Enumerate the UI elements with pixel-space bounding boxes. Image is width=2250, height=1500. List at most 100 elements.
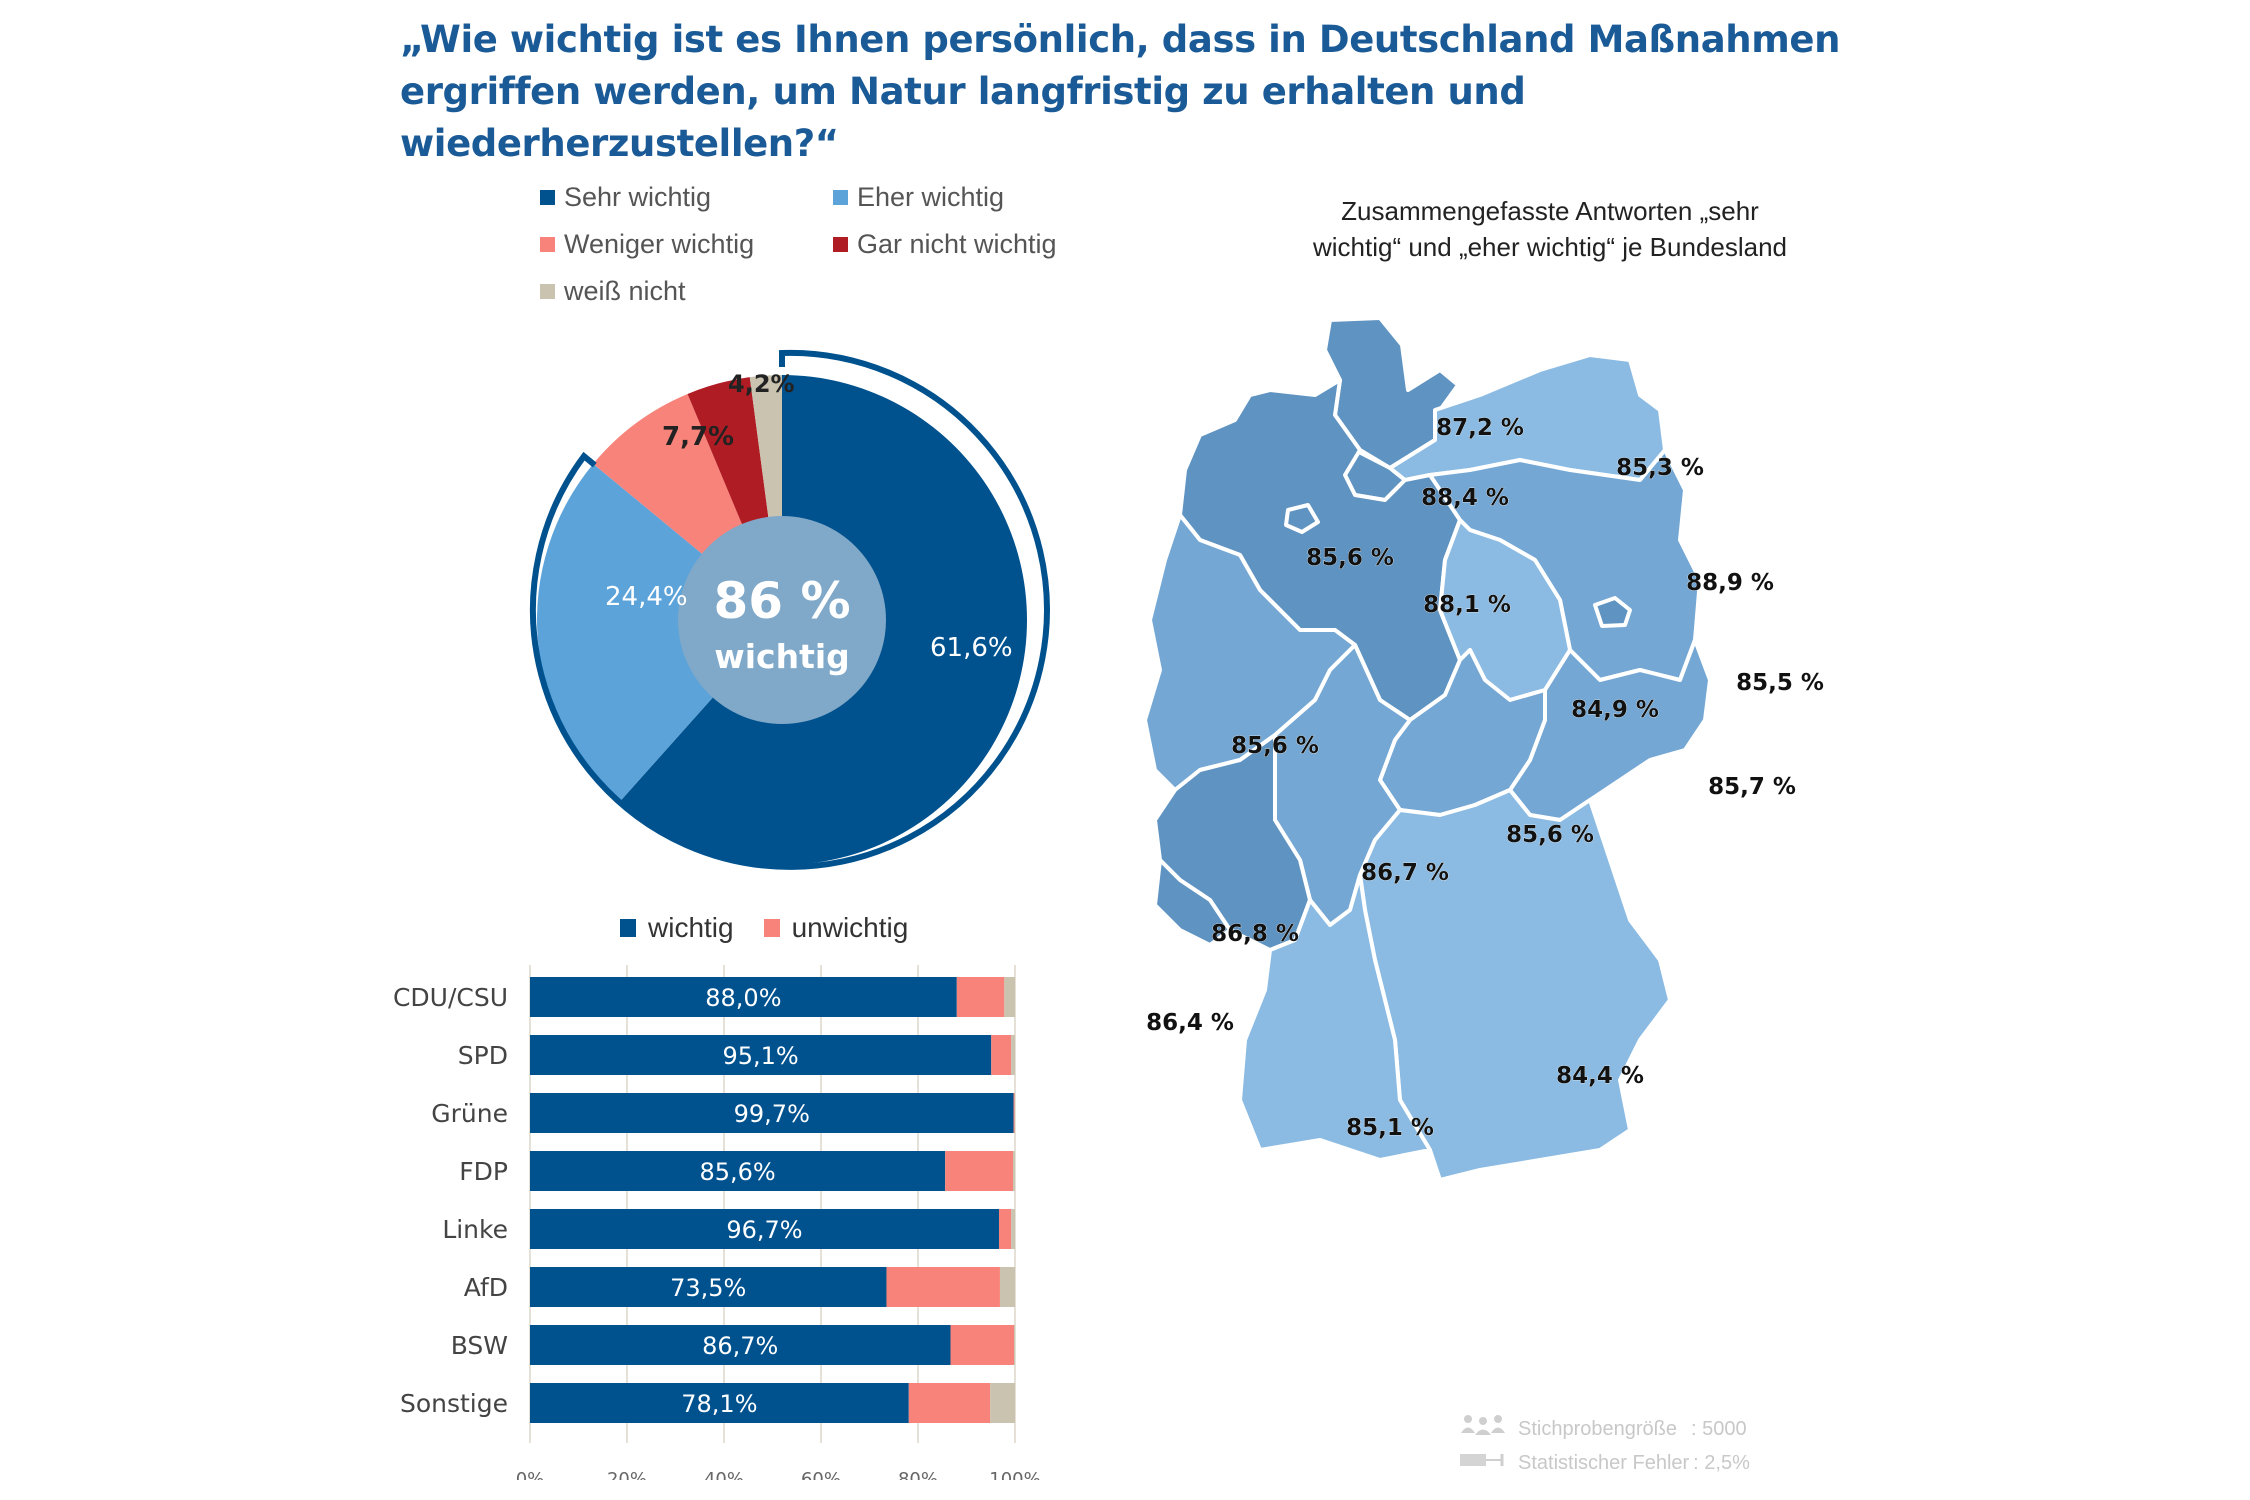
bar-legend: wichtig unwichtig xyxy=(620,912,908,944)
map-value-label: 87,2 % xyxy=(1436,415,1524,441)
legend-item-gar-nicht-wichtig: Gar nicht wichtig xyxy=(833,229,1057,260)
bar-segment-unwichtig xyxy=(950,1325,1015,1365)
x-tick-label: 60% xyxy=(801,1469,841,1480)
bar-segment-wei-nicht xyxy=(999,1267,1015,1307)
bar-value-label: 96,7% xyxy=(726,1216,802,1244)
bar-segment-unwichtig xyxy=(1013,1093,1015,1133)
bar-row: Linke 96,7% xyxy=(442,1209,1015,1249)
map-region-saarland xyxy=(1153,858,1232,947)
bar-segment-wichtig xyxy=(530,1151,946,1191)
footnote: Stichprobengröße : 5000 Statistischer Fe… xyxy=(1460,1412,1750,1480)
error-label: Statistischer Fehler xyxy=(1518,1452,1690,1474)
bar-value-label: 86,7% xyxy=(702,1332,778,1360)
bar-row: CDU/CSU 88,0% xyxy=(393,977,1015,1017)
legend-item-sehr-wichtig: Sehr wichtig xyxy=(540,182,711,213)
bar-segment-wei-nicht xyxy=(1014,1325,1015,1365)
bar-segment-wei-nicht xyxy=(990,1383,1015,1423)
bar-segment-wei-nicht xyxy=(1011,1209,1015,1249)
pie-label: 4,2% xyxy=(728,370,795,398)
bar-segment-wichtig xyxy=(530,1383,909,1423)
germany-map: 87,2 % 88,4 % 85,3 % 85,6 % 88,1 % 88,9 % 85,5… xyxy=(1143,316,1824,1182)
map-value-label: 85,7 % xyxy=(1708,774,1796,800)
legend-label: Eher wichtig xyxy=(857,182,1005,212)
legend-label: Sehr wichtig xyxy=(564,182,712,212)
map-value-label: 86,7 % xyxy=(1361,860,1449,886)
legend-label: weiß nicht xyxy=(564,276,686,306)
pie-label: 7,7% xyxy=(662,422,734,452)
bar-row: Sonstige 78,1% xyxy=(400,1383,1015,1423)
bar-segment-wichtig xyxy=(530,1035,992,1075)
x-tick-label: 20% xyxy=(607,1469,647,1480)
legend-label: Gar nicht wichtig xyxy=(857,229,1057,259)
map-value-label: 84,4 % xyxy=(1556,1063,1644,1089)
bar-row: SPD 95,1% xyxy=(458,1035,1015,1075)
legend-swatch xyxy=(620,919,636,937)
party-bar-chart: CDU/CSU 88,0% SPD 95,1% Grüne 99,7% FDP 85,6% Li… xyxy=(393,965,1041,1480)
map-title: Zusammengefasste Antworten „sehr wichtig… xyxy=(1250,193,1850,265)
legend-label: wichtig xyxy=(648,912,734,943)
bar-category-label: BSW xyxy=(451,1331,508,1360)
sample-size-label: Stichprobengröße xyxy=(1518,1418,1677,1440)
bar-row: FDP 85,6% xyxy=(459,1151,1015,1191)
map-title-line-2: wichtig“ und „eher wichtig“ je Bundeslan… xyxy=(1312,232,1788,262)
map-value-label: 88,4 % xyxy=(1421,485,1509,511)
pie-chart: 86 % wichtig 61,6% 24,4% 7,7% 4,2% xyxy=(530,349,1050,870)
legend-swatch xyxy=(833,237,848,252)
bar-segment-wei-nicht xyxy=(1011,1035,1015,1075)
bar-row: Grüne 99,7% xyxy=(431,1093,1015,1133)
bar-segment-wichtig xyxy=(530,1325,951,1365)
bar-segment-unwichtig xyxy=(945,1151,1014,1191)
legend-swatch xyxy=(540,190,555,205)
people-icon xyxy=(1460,1412,1506,1446)
map-value-label: 85,6 % xyxy=(1306,545,1394,571)
bar-value-label: 78,1% xyxy=(681,1390,757,1418)
map-region-berlin xyxy=(1593,596,1632,628)
bar-category-label: FDP xyxy=(459,1157,508,1186)
legend-swatch xyxy=(540,284,555,299)
bar-value-label: 88,0% xyxy=(705,984,781,1012)
bar-segment-wichtig xyxy=(530,1209,999,1249)
sample-size-row: Stichprobengröße : 5000 xyxy=(1460,1412,1750,1446)
legend-swatch xyxy=(540,237,555,252)
bar-row: AfD 73,5% xyxy=(464,1267,1015,1307)
map-value-label: 85,5 % xyxy=(1736,670,1824,696)
x-tick-label: 40% xyxy=(704,1469,744,1480)
bar-value-label: 73,5% xyxy=(670,1274,746,1302)
bar-value-label: 95,1% xyxy=(722,1042,798,1070)
bar-row: BSW 86,7% xyxy=(451,1325,1015,1365)
bar-category-label: AfD xyxy=(464,1273,508,1302)
pie-center-value: 86 % xyxy=(713,572,850,630)
bar-category-label: CDU/CSU xyxy=(393,983,508,1012)
bar-legend-item-unwichtig: unwichtig xyxy=(763,912,908,944)
bar-value-label: 85,6% xyxy=(699,1158,775,1186)
pie-center-circle xyxy=(678,516,886,724)
bar-legend-item-wichtig: wichtig xyxy=(620,912,734,944)
bar-segment-unwichtig xyxy=(991,1035,1012,1075)
bar-category-label: SPD xyxy=(458,1041,508,1070)
map-value-label: 85,6 % xyxy=(1231,733,1319,759)
bar-segment-wei-nicht xyxy=(1013,1151,1015,1191)
bar-category-label: Grüne xyxy=(431,1099,508,1128)
map-value-label: 85,6 % xyxy=(1506,822,1594,848)
legend-item-weniger-wichtig: Weniger wichtig xyxy=(540,229,754,260)
pie-slice-eher-wichtig xyxy=(536,463,782,803)
x-tick-label: 80% xyxy=(898,1469,938,1480)
legend-item-eher-wichtig: Eher wichtig xyxy=(833,182,1004,213)
sample-size-value: : 5000 xyxy=(1690,1418,1747,1440)
bar-segment-unwichtig xyxy=(998,1209,1012,1249)
pie-label: 61,6% xyxy=(930,633,1013,663)
bar-segment-unwichtig xyxy=(886,1267,1000,1307)
bar-segment-unwichtig xyxy=(908,1383,991,1423)
bar-segment-wei-nicht xyxy=(1004,977,1015,1017)
map-value-label: 85,1 % xyxy=(1346,1115,1434,1141)
bar-segment-wichtig xyxy=(530,977,957,1017)
pie-highlight-outline xyxy=(530,349,1050,870)
error-value: : 2,5% xyxy=(1693,1452,1750,1474)
map-value-label: 86,4 % xyxy=(1146,1010,1234,1036)
map-region-bremen-enclave xyxy=(1284,503,1320,534)
map-value-label: 85,3 % xyxy=(1616,455,1704,481)
error-row: Statistischer Fehler : 2,5% xyxy=(1460,1446,1750,1480)
bar-segment-wichtig xyxy=(530,1093,1014,1133)
map-value-label: 88,9 % xyxy=(1686,570,1774,596)
bar-category-label: Linke xyxy=(442,1215,508,1244)
